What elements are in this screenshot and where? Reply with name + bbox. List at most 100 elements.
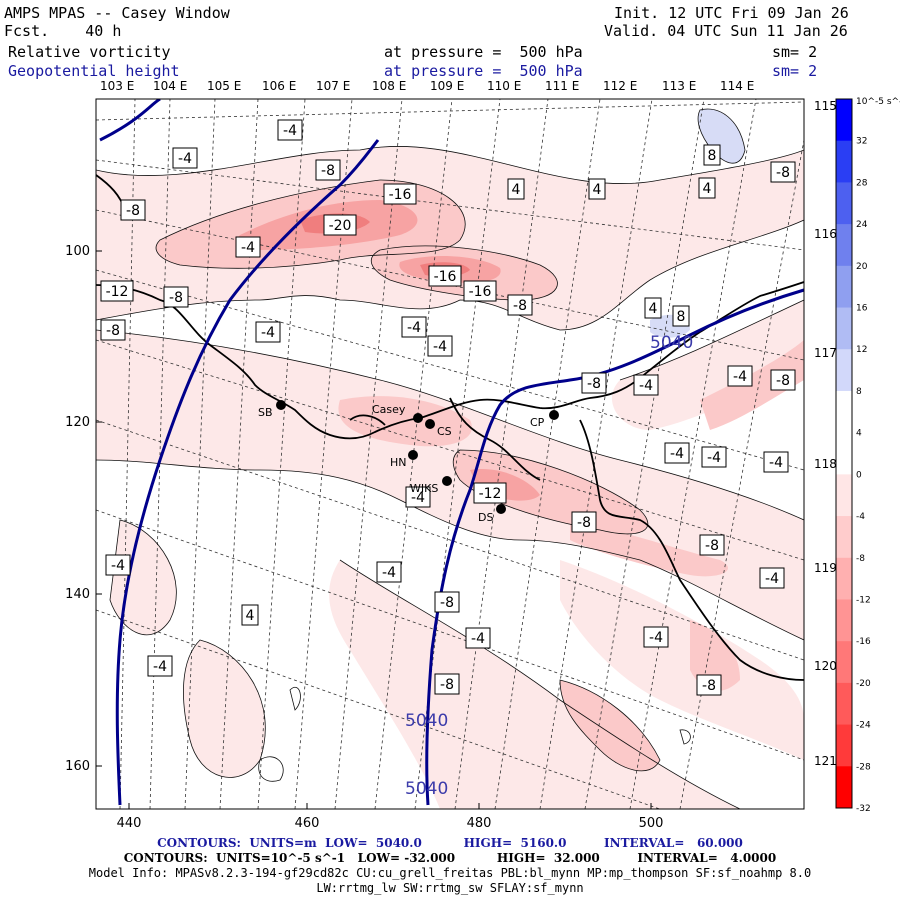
x-axis-label: 440 [117,816,142,831]
vorticity-label: -4 [643,626,669,648]
y-axis-label: 120 [65,415,90,430]
svg-text:-8: -8 [321,163,335,179]
svg-text:-16: -16 [434,269,457,285]
vorticity-label: -8 [571,511,597,533]
field2-smoothing: sm= 2 [772,62,818,80]
map-title: AMPS MPAS -- Casey Window [4,4,230,22]
footer-model-info: Model Info: MPASv8.2.3-194-gf29cd82c CU:… [88,866,812,880]
init-time: Init. 12 UTC Fri 09 Jan 26 [614,4,849,22]
station-label-cp: CP [530,416,545,429]
vorticity-label: -16 [463,280,497,302]
lon-label-top: 113 E [662,79,696,93]
svg-text:-4: -4 [639,378,653,394]
colorbar-swatch [836,682,852,726]
colorbar-label: 12 [856,345,867,355]
lon-label-top: 112 E [603,79,637,93]
colorbar-label: -20 [856,679,871,689]
lon-label-top: 104 E [153,79,187,93]
x-axis-label: 500 [639,816,664,831]
lon-label-top: 109 E [430,79,464,93]
lon-label-top: 111 E [545,79,579,93]
svg-text:4: 4 [512,182,521,198]
colorbar-swatch [836,474,852,517]
vorticity-label: -4 [727,365,753,387]
svg-text:-4: -4 [433,339,447,355]
vorticity-label: 4 [698,177,716,199]
station-dot-casey [413,413,423,423]
station-dot-cs [425,419,435,429]
svg-text:-8: -8 [440,677,454,693]
station-label-casey: Casey [372,403,406,416]
colorbar-label: 24 [856,220,868,230]
station-dot-sb [276,400,286,410]
colorbar-swatch [836,265,852,309]
height-label-3: 5040 [650,333,693,353]
map-frame [95,98,805,810]
svg-text:8: 8 [708,148,717,164]
svg-text:-4: -4 [411,490,425,506]
vorticity-label: 8 [672,305,690,327]
forecast-hour: Fcst. 40 h [4,22,122,40]
svg-text:-4: -4 [283,123,297,139]
colorbar-swatch [836,724,852,767]
svg-text:-8: -8 [440,595,454,611]
colorbar-swatch [836,140,852,183]
vorticity-label: -16 [383,183,417,205]
vorticity-label: -4 [105,554,131,576]
svg-text:-8: -8 [776,373,790,389]
colorbar-swatch [836,599,852,642]
station-label-wiks: WIKS [410,482,438,495]
vorticity-label: -8 [770,161,796,183]
vorticity-label: -8 [581,372,607,394]
colorbar-label: 0 [856,470,862,480]
station-label-ds: DS [478,511,493,524]
svg-text:-8: -8 [577,515,591,531]
svg-text:-8: -8 [587,376,601,392]
svg-text:-4: -4 [111,558,125,574]
colorbar-label: -8 [856,554,865,564]
colorbar-swatch [836,641,852,684]
colorbar-label: 32 [856,137,867,147]
colorbar-label: 16 [856,304,868,314]
colorbar-frame [835,98,853,809]
svg-text:-4: -4 [670,446,684,462]
svg-text:-4: -4 [407,320,421,336]
svg-text:-8: -8 [126,203,140,219]
field1-level: at pressure = 500 hPa [384,43,583,61]
vorticity-label: -16 [428,265,462,287]
svg-text:-4: -4 [707,450,721,466]
vorticity-label: -8 [699,534,725,556]
colorbar-swatch [836,390,852,434]
vorticity-label: -4 [277,119,303,141]
vorticity-label: -8 [163,286,189,308]
vorticity-label: -8 [100,319,126,341]
vorticity-label: -8 [315,159,341,181]
vorticity-label: -4 [405,486,431,508]
vorticity-label: -4 [763,451,789,473]
vorticity-label: -4 [255,321,281,343]
svg-text:-4: -4 [471,631,485,647]
field2-name: Geopotential height [8,62,180,80]
vorticity-label: -8 [120,199,146,221]
height-label-2: 5040 [405,779,448,799]
svg-text:-4: -4 [733,369,747,385]
station-markers: SB Casey CS HN WIKS DS CP [258,400,559,524]
vorticity-label: -12 [473,482,507,504]
vorticity-label: -4 [172,147,198,169]
footer-model-info-2: LW:rrtmg_lw SW:rrtmg_sw SFLAY:sf_mynn [316,881,584,895]
vorticity-label: -4 [465,627,491,649]
y-axis-label: 160 [65,759,90,774]
geopotential-height-contours [99,99,804,806]
station-dot-hn [408,450,418,460]
lon-label-top: 108 E [372,79,406,93]
vorticity-label: 4 [241,604,259,626]
vorticity-label-group: -4 -4 -8 -16 -8 -4 -8 -12 -20 -16 -16 -8 -4 4 4 8 4 -8 -8 -… [100,119,796,696]
vorticity-label: -4 [701,446,727,468]
vorticity-label: 8 [703,144,721,166]
lon-label-top: 110 E [487,79,521,93]
svg-text:-16: -16 [389,187,412,203]
field1-smoothing: sm= 2 [772,43,818,61]
svg-text:-4: -4 [153,659,167,675]
svg-text:-4: -4 [178,151,192,167]
